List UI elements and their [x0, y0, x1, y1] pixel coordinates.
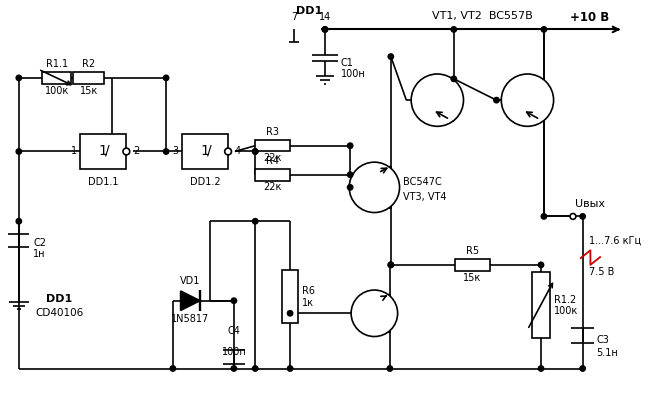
- Circle shape: [541, 27, 547, 32]
- Text: 5.1н: 5.1н: [596, 348, 618, 358]
- Bar: [282, 270, 298, 323]
- Text: $1\!\mathit{/\!\!/}$: $1\!\mathit{/\!\!/}$: [98, 143, 112, 158]
- Text: 3: 3: [173, 146, 179, 156]
- Circle shape: [170, 366, 176, 371]
- Bar: [80, 134, 126, 169]
- Text: 7.5 В: 7.5 В: [590, 267, 615, 277]
- Text: DD1: DD1: [296, 6, 322, 16]
- Circle shape: [349, 162, 400, 212]
- Text: DD1.2: DD1.2: [190, 177, 220, 187]
- Circle shape: [387, 366, 393, 371]
- Text: R4: R4: [266, 156, 279, 166]
- Circle shape: [541, 214, 547, 219]
- Text: VT3, VT4: VT3, VT4: [404, 192, 447, 202]
- Circle shape: [570, 214, 576, 219]
- Text: 100к: 100к: [44, 86, 69, 96]
- Text: $1\!\mathit{/\!\!/}$: $1\!\mathit{/\!\!/}$: [200, 143, 213, 158]
- Text: 22к: 22к: [263, 183, 282, 193]
- Bar: [42, 72, 71, 84]
- Circle shape: [287, 366, 292, 371]
- Circle shape: [123, 148, 130, 155]
- Circle shape: [252, 366, 258, 371]
- Text: R2: R2: [82, 59, 95, 69]
- Text: C1: C1: [341, 58, 354, 68]
- Text: VD1: VD1: [180, 276, 200, 286]
- Circle shape: [16, 149, 21, 154]
- Circle shape: [580, 214, 586, 219]
- Text: 22к: 22к: [263, 153, 282, 164]
- Text: 1к: 1к: [302, 298, 314, 308]
- Bar: [455, 259, 489, 271]
- Circle shape: [231, 298, 237, 303]
- Text: +10 В: +10 В: [570, 11, 609, 23]
- Circle shape: [388, 262, 393, 268]
- Circle shape: [348, 185, 353, 190]
- Text: R6: R6: [302, 287, 315, 297]
- Circle shape: [225, 148, 231, 155]
- Text: DD1: DD1: [46, 294, 73, 304]
- Bar: [255, 169, 290, 181]
- Text: 100н: 100н: [341, 69, 365, 79]
- Text: R5: R5: [465, 246, 479, 256]
- Circle shape: [16, 75, 21, 81]
- Circle shape: [411, 74, 463, 126]
- Text: R3: R3: [266, 127, 279, 137]
- Text: 100п: 100п: [222, 347, 246, 357]
- Text: 1N5817: 1N5817: [171, 314, 209, 324]
- Circle shape: [252, 149, 258, 154]
- Circle shape: [287, 310, 292, 316]
- Text: CD40106: CD40106: [35, 308, 84, 318]
- Text: C2: C2: [33, 237, 46, 248]
- Text: VT1, VT2  BC557B: VT1, VT2 BC557B: [432, 11, 533, 21]
- Text: 14: 14: [319, 12, 331, 22]
- Circle shape: [163, 75, 169, 81]
- Text: 15к: 15к: [463, 273, 482, 283]
- Text: 100к: 100к: [554, 306, 578, 316]
- Circle shape: [388, 262, 393, 268]
- Bar: [181, 134, 228, 169]
- Polygon shape: [181, 291, 200, 310]
- Text: 1...7.6 кГц: 1...7.6 кГц: [590, 236, 642, 246]
- Text: 1: 1: [71, 146, 77, 156]
- Text: 1н: 1н: [33, 249, 46, 259]
- Circle shape: [451, 76, 456, 81]
- Text: C4: C4: [227, 326, 240, 335]
- Text: R1.2: R1.2: [554, 295, 576, 305]
- Text: 7: 7: [291, 12, 297, 22]
- Text: Uвых: Uвых: [575, 198, 605, 209]
- Circle shape: [451, 27, 456, 32]
- Bar: [532, 272, 550, 337]
- Text: DD1.1: DD1.1: [88, 177, 118, 187]
- Circle shape: [494, 97, 499, 103]
- Text: C3: C3: [596, 335, 609, 345]
- Circle shape: [538, 366, 543, 371]
- Circle shape: [348, 172, 353, 177]
- Circle shape: [16, 218, 21, 224]
- Circle shape: [501, 74, 554, 126]
- Text: 4: 4: [235, 146, 241, 156]
- Bar: [73, 72, 104, 84]
- Circle shape: [388, 54, 393, 59]
- Text: 15к: 15к: [79, 86, 98, 96]
- Text: 2: 2: [133, 146, 139, 156]
- Text: BC547C: BC547C: [404, 177, 442, 187]
- Text: R1.1: R1.1: [46, 59, 68, 69]
- Circle shape: [252, 218, 258, 224]
- Circle shape: [351, 290, 398, 337]
- Circle shape: [580, 366, 586, 371]
- Circle shape: [322, 27, 328, 32]
- Circle shape: [322, 27, 328, 32]
- Circle shape: [252, 149, 258, 154]
- Circle shape: [348, 143, 353, 148]
- Bar: [255, 140, 290, 152]
- Circle shape: [231, 366, 237, 371]
- Circle shape: [538, 262, 543, 268]
- Circle shape: [163, 149, 169, 154]
